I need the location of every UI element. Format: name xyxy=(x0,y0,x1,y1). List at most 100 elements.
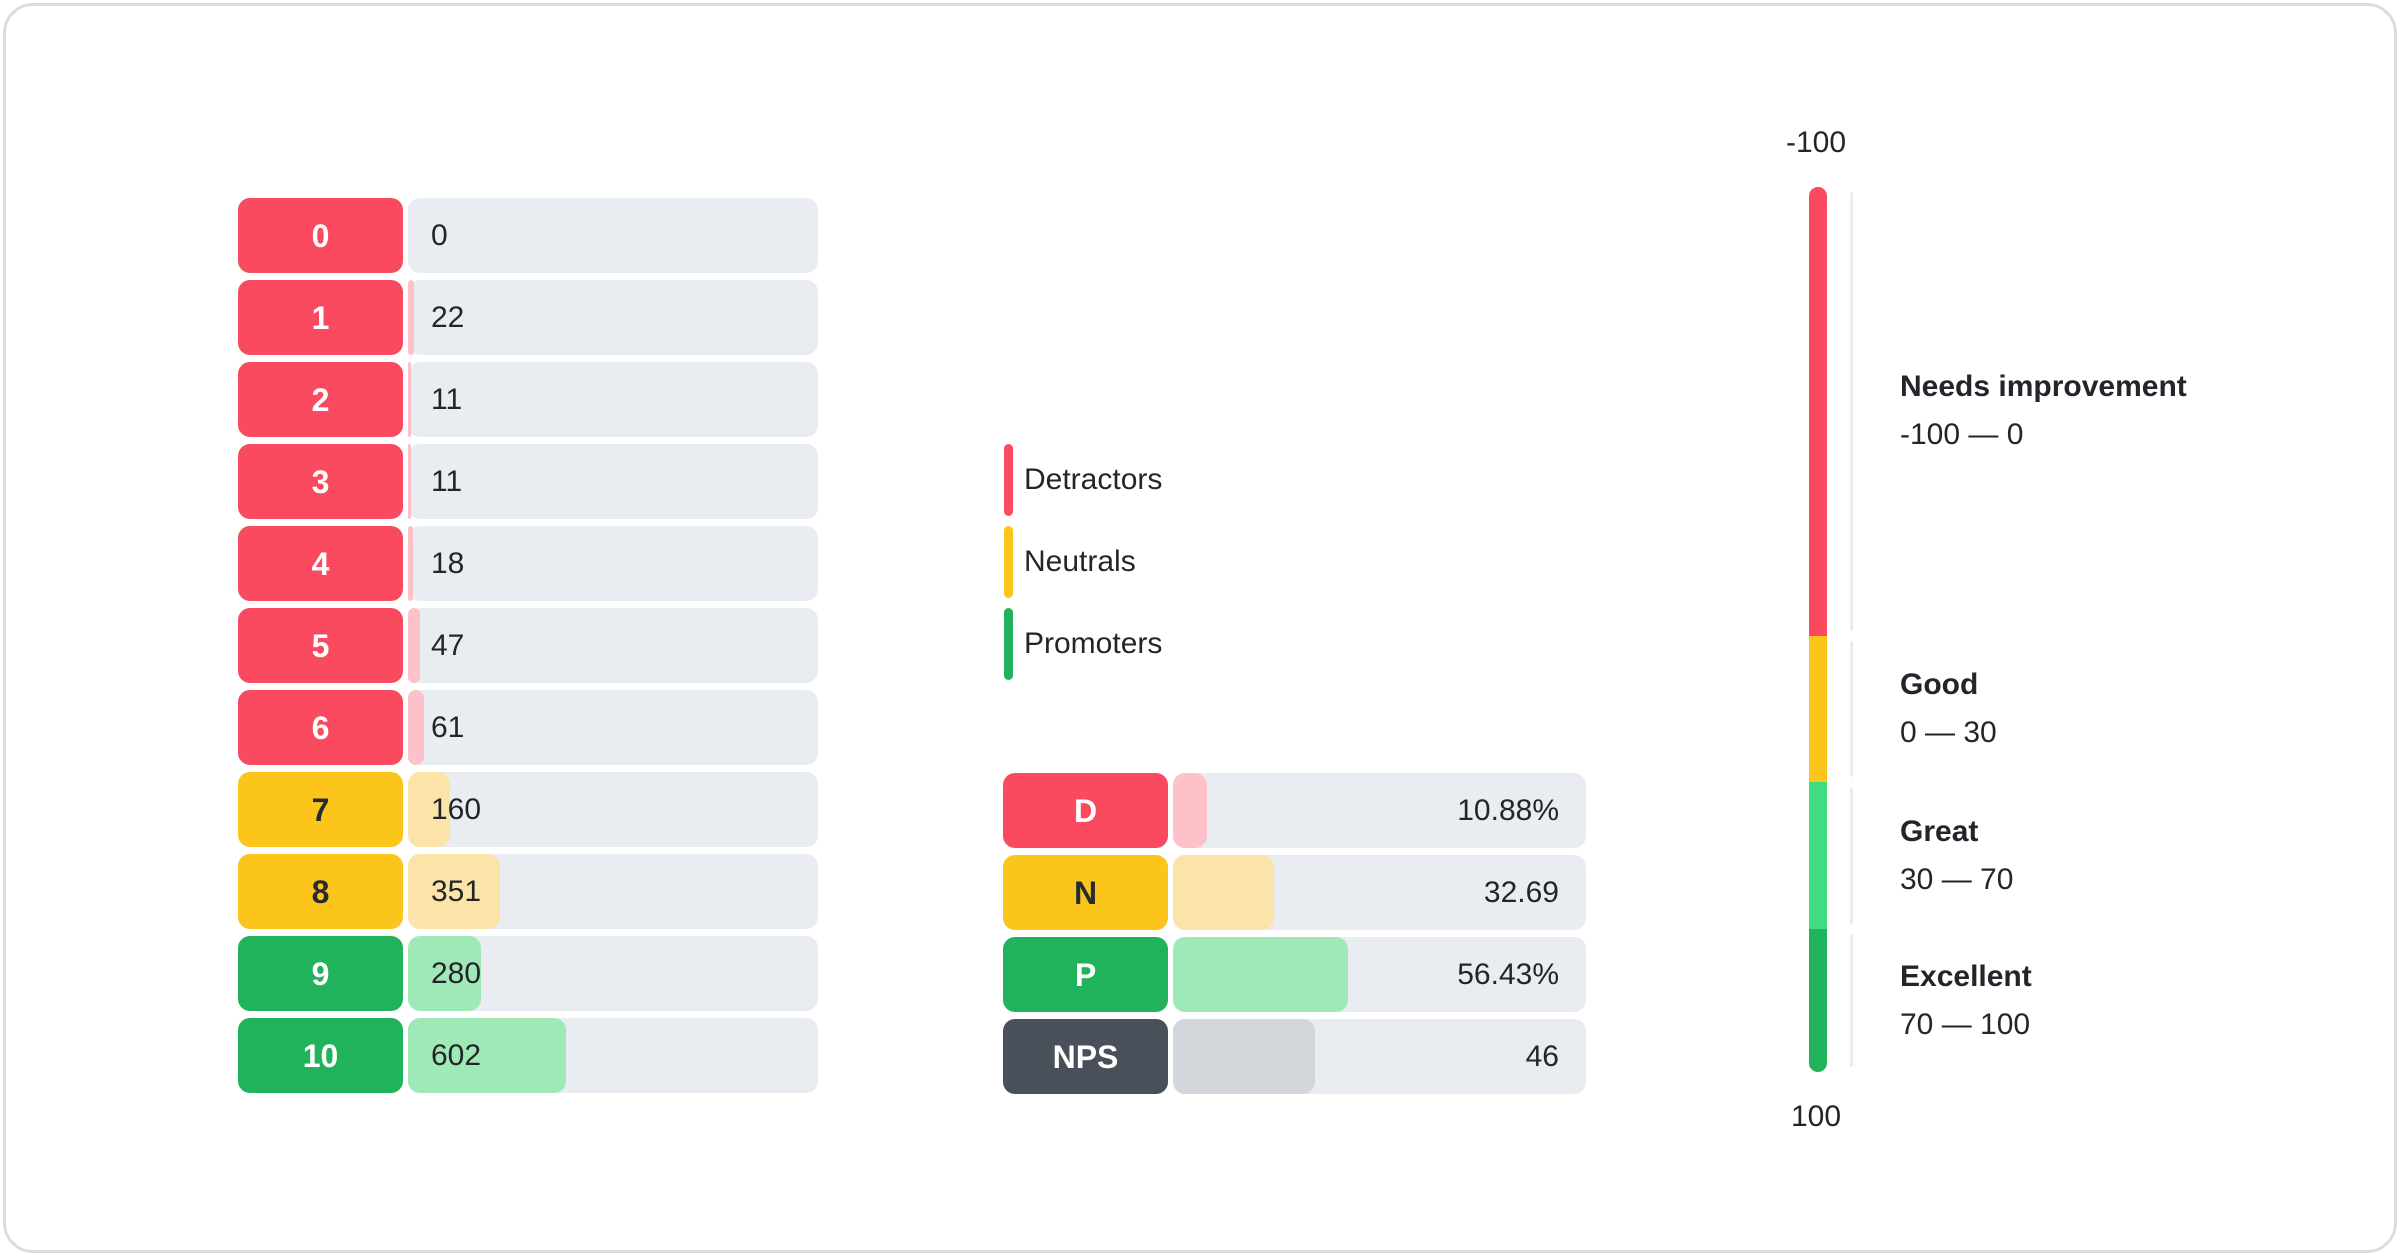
summary-value: 46 xyxy=(1525,1039,1559,1073)
score-badge: 8 xyxy=(238,854,403,929)
nps-report-card: 0 0 1 22 2 11 3 11 4 18 5 47 6 61 7 160 8 351 9 280 10 602 De… xyxy=(3,3,2397,1253)
zone-range: 30 — 70 xyxy=(1900,863,2014,896)
summary-bar-fill xyxy=(1173,855,1275,930)
gauge-axis-line xyxy=(1850,187,1853,1072)
score-bar-fill xyxy=(408,526,413,601)
score-count: 351 xyxy=(431,874,482,908)
summary-value: 32.69 xyxy=(1483,875,1559,909)
summary-badge: NPS xyxy=(1003,1019,1168,1094)
gauge-zone-2 xyxy=(1809,781,1827,929)
score-bar-fill xyxy=(408,1018,566,1093)
score-bar-fill xyxy=(408,936,482,1011)
score-count: 22 xyxy=(431,300,465,334)
score-bar-track: 47 xyxy=(408,608,818,683)
score-badge: 0 xyxy=(238,198,403,273)
score-row-8: 8 351 xyxy=(238,854,818,929)
score-row-5: 5 47 xyxy=(238,608,818,683)
summary-row-nps: NPS 46 xyxy=(1003,1019,1586,1094)
score-bar-track: 22 xyxy=(408,280,818,355)
summary-badge: N xyxy=(1003,855,1168,930)
promoter-swatch-icon xyxy=(1004,608,1013,680)
score-badge: 6 xyxy=(238,690,403,765)
score-badge: 4 xyxy=(238,526,403,601)
score-count: 61 xyxy=(431,710,465,744)
summary-bar-track: 32.69 xyxy=(1173,855,1586,930)
summary-badge: P xyxy=(1003,937,1168,1012)
score-bar-track: 18 xyxy=(408,526,818,601)
score-bar-track: 351 xyxy=(408,854,818,929)
score-row-3: 3 11 xyxy=(238,444,818,519)
score-bar-track: 602 xyxy=(408,1018,818,1093)
legend-label: Neutrals xyxy=(1024,545,1136,578)
summary-row-n: N 32.69 xyxy=(1003,855,1586,930)
score-badge: 9 xyxy=(238,936,403,1011)
score-count: 47 xyxy=(431,628,465,662)
summary-bar-track: 56.43% xyxy=(1173,937,1586,1012)
zone-range: -100 — 0 xyxy=(1900,418,2024,451)
summary-row-d: D 10.88% xyxy=(1003,773,1586,848)
gauge-line-segment xyxy=(1850,933,1853,1067)
score-row-7: 7 160 xyxy=(238,772,818,847)
summary-bar-fill xyxy=(1173,1019,1316,1094)
summary-value: 56.43% xyxy=(1457,957,1559,991)
score-count: 18 xyxy=(431,546,465,580)
score-count: 280 xyxy=(431,956,482,990)
legend-item-promoter: Promoters xyxy=(1004,608,1162,680)
score-badge: 10 xyxy=(238,1018,403,1093)
score-bar-fill xyxy=(408,772,450,847)
summary-bar-fill xyxy=(1173,773,1207,848)
gauge-zone-label-great: Great 30 — 70 xyxy=(1900,815,2013,897)
score-count: 160 xyxy=(431,792,482,826)
score-bar-track: 0 xyxy=(408,198,818,273)
score-badge: 1 xyxy=(238,280,403,355)
gauge-zone-label-good: Good 0 — 30 xyxy=(1900,668,1997,750)
zone-name: Needs improvement xyxy=(1900,370,2187,403)
neutral-swatch-icon xyxy=(1004,526,1013,598)
score-distribution-chart: 0 0 1 22 2 11 3 11 4 18 5 47 6 61 7 160 8 351 9 280 10 602 xyxy=(238,198,818,1100)
gauge-zone-0 xyxy=(1809,187,1827,636)
detractor-swatch-icon xyxy=(1004,444,1013,516)
summary-bar-fill xyxy=(1173,937,1348,1012)
score-bar-fill xyxy=(408,362,411,437)
gauge-line-segment xyxy=(1850,786,1853,924)
score-bar-track: 280 xyxy=(408,936,818,1011)
summary-value: 10.88% xyxy=(1457,793,1559,827)
score-row-1: 1 22 xyxy=(238,280,818,355)
score-row-4: 4 18 xyxy=(238,526,818,601)
zone-name: Good xyxy=(1900,668,1979,701)
legend-item-detractor: Detractors xyxy=(1004,444,1162,516)
summary-bar-track: 46 xyxy=(1173,1019,1586,1094)
score-count: 0 xyxy=(431,218,448,252)
zone-range: 0 — 30 xyxy=(1900,716,1997,749)
score-badge: 5 xyxy=(238,608,403,683)
score-badge: 7 xyxy=(238,772,403,847)
gauge-zone-1 xyxy=(1809,635,1827,782)
score-bar-fill xyxy=(408,444,411,519)
score-badge: 2 xyxy=(238,362,403,437)
summary-bar-track: 10.88% xyxy=(1173,773,1586,848)
gauge-zone-label-needs-improvement: Needs improvement -100 — 0 xyxy=(1900,370,2187,452)
legend: Detractors Neutrals Promoters xyxy=(1004,444,1162,690)
score-row-10: 10 602 xyxy=(238,1018,818,1093)
gauge-line-segment xyxy=(1850,192,1853,631)
zone-name: Great xyxy=(1900,815,1979,848)
score-bar-fill xyxy=(408,280,414,355)
gauge-line-segment xyxy=(1850,640,1853,777)
score-bar-fill xyxy=(408,608,421,683)
nps-gauge-bar xyxy=(1809,187,1827,1072)
score-bar-track: 160 xyxy=(408,772,818,847)
score-bar-fill xyxy=(408,690,424,765)
score-bar-track: 11 xyxy=(408,444,818,519)
score-count: 11 xyxy=(431,382,463,416)
legend-item-neutral: Neutrals xyxy=(1004,526,1162,598)
score-row-2: 2 11 xyxy=(238,362,818,437)
gauge-min-label: 100 xyxy=(1790,1100,1842,1133)
legend-label: Detractors xyxy=(1024,463,1163,496)
nps-summary-chart: D 10.88% N 32.69 P 56.43% NPS 46 xyxy=(1003,773,1586,1101)
gauge-max-label: -100 xyxy=(1785,126,1847,159)
zone-name: Excellent xyxy=(1900,960,2032,993)
score-row-6: 6 61 xyxy=(238,690,818,765)
legend-label: Promoters xyxy=(1024,627,1163,660)
score-count: 11 xyxy=(431,464,463,498)
